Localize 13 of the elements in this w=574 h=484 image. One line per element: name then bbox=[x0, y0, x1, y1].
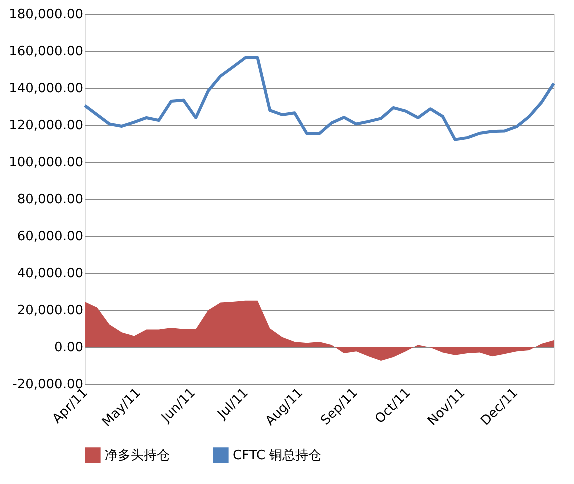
y-tick-label: 0.00 bbox=[54, 340, 84, 356]
line-series bbox=[84, 56, 556, 142]
y-tick-label: 140,000.00 bbox=[9, 82, 84, 96]
y-tick-label: 40,000.00 bbox=[17, 266, 84, 282]
y-tick-label: 80,000.00 bbox=[17, 192, 84, 208]
y-tick-label: 120,000.00 bbox=[9, 118, 84, 134]
y-tick-label: 60,000.00 bbox=[17, 230, 84, 244]
y-tick-label: 180,000.00 bbox=[9, 8, 84, 22]
legend-label: CFTC 铜总持仓 bbox=[233, 448, 322, 464]
y-tick-label: 20,000.00 bbox=[17, 304, 84, 318]
y-tick-label: 160,000.00 bbox=[9, 44, 84, 60]
legend-label: 净多头持仓 bbox=[105, 448, 170, 464]
y-tick-label: 100,000.00 bbox=[9, 156, 84, 170]
